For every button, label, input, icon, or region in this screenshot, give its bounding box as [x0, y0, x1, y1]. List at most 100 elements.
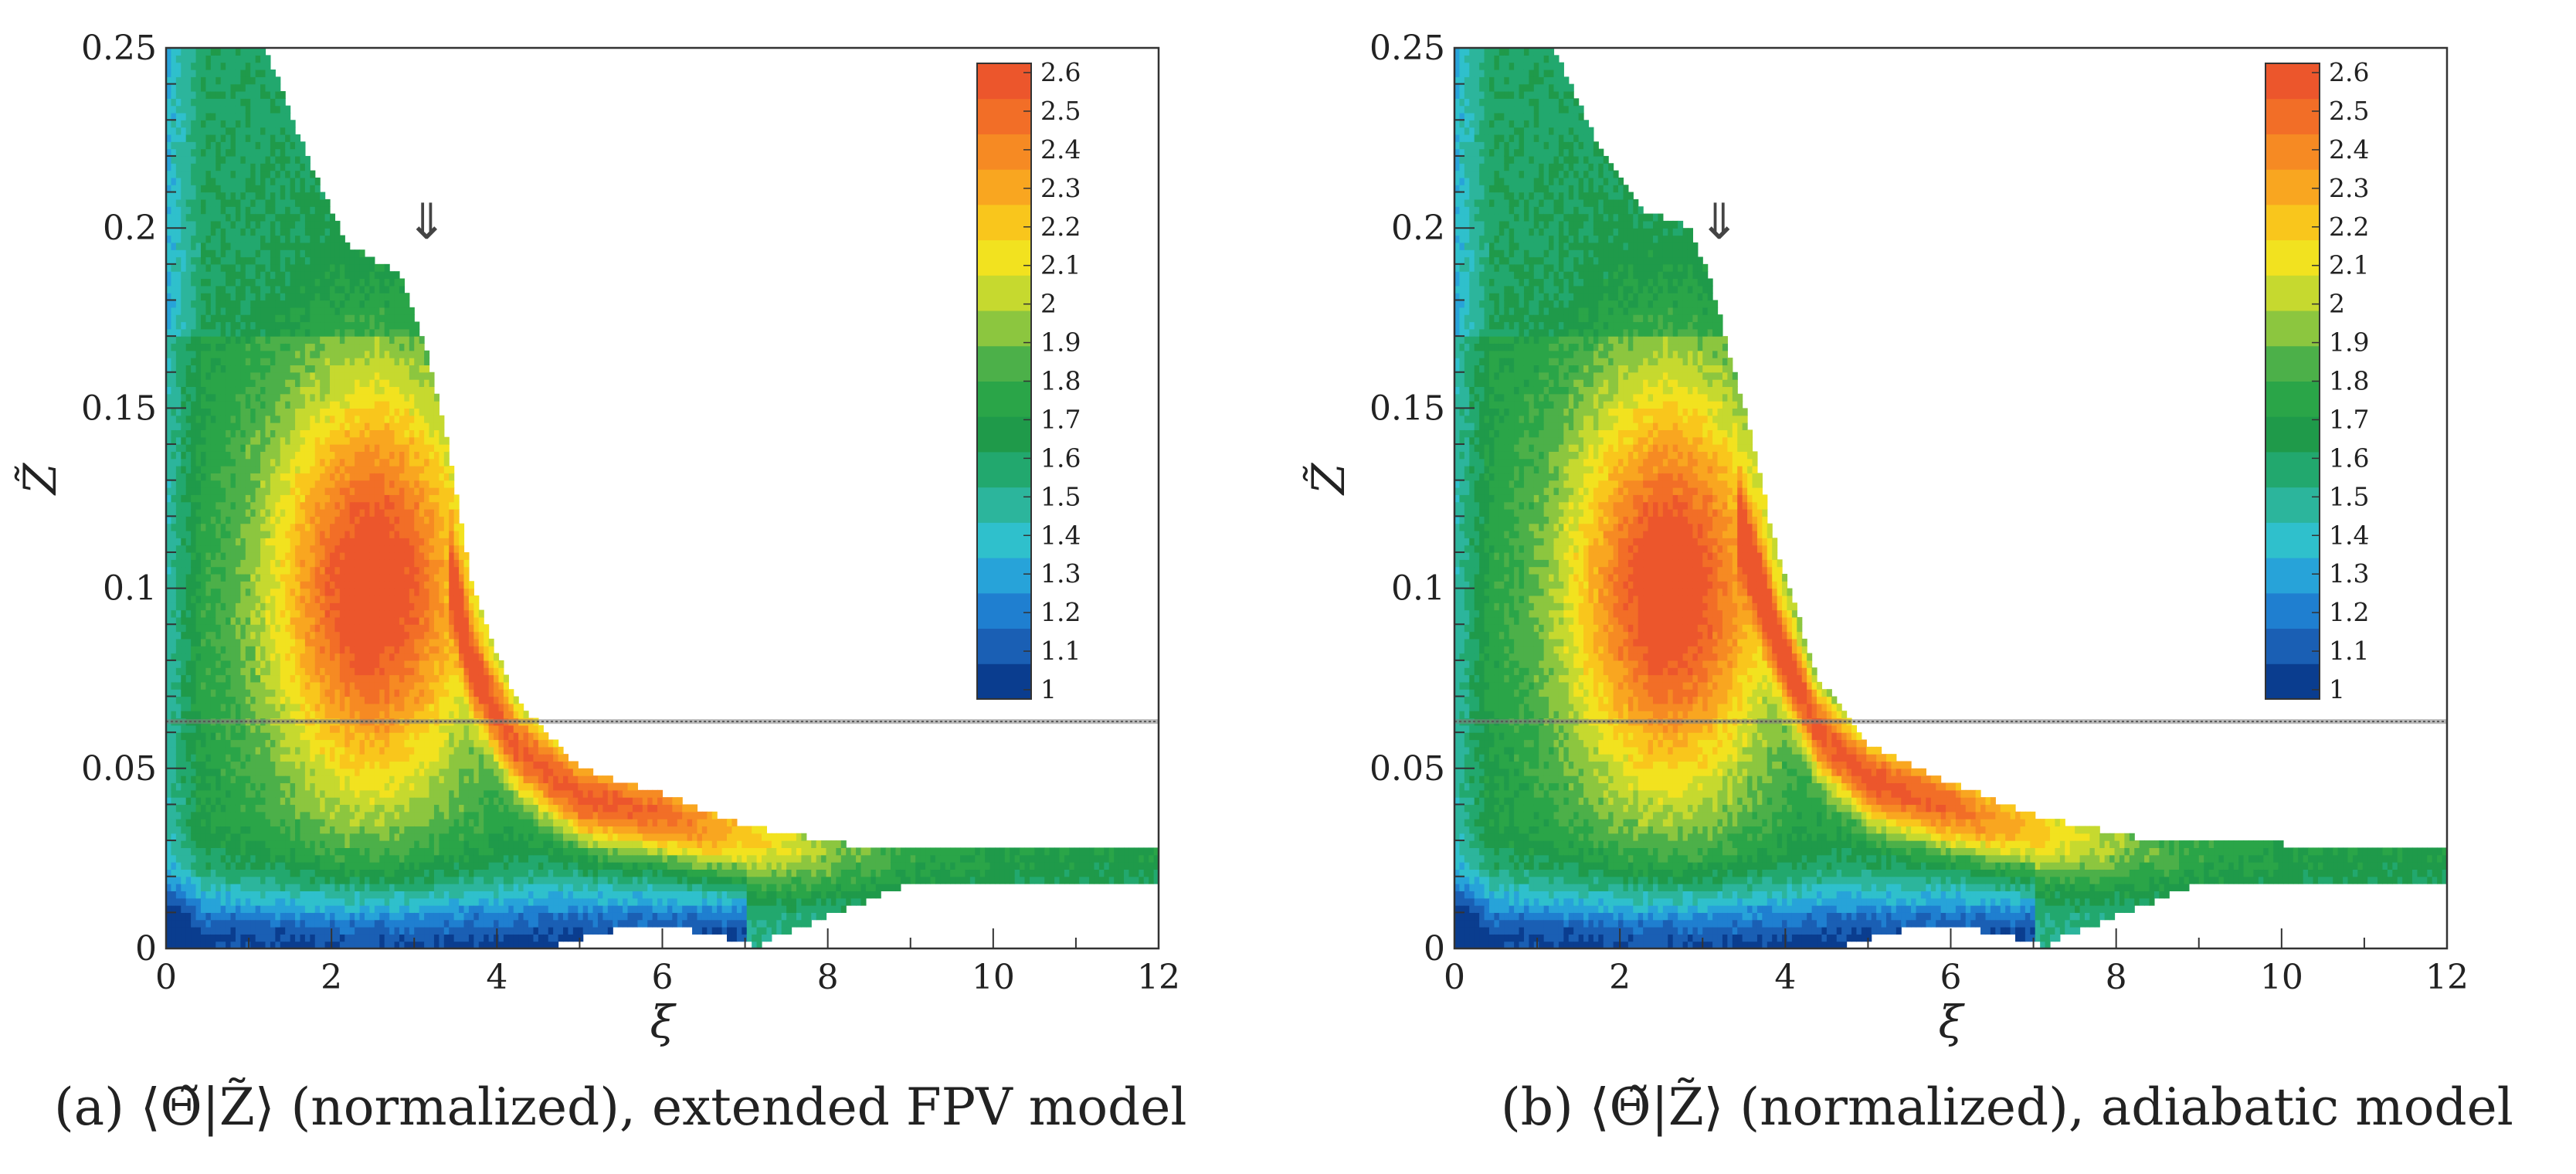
heatmap-cell	[226, 293, 232, 301]
heatmap-cell	[359, 559, 365, 568]
heatmap-cell	[260, 674, 266, 683]
heatmap-cell	[245, 141, 251, 150]
heatmap-cell	[240, 624, 246, 633]
heatmap-cell	[365, 681, 371, 690]
heatmap-cell	[166, 897, 172, 906]
heatmap-cell	[220, 228, 226, 236]
heatmap-cell	[216, 804, 222, 813]
heatmap-cell	[171, 854, 177, 863]
heatmap-cell	[181, 436, 187, 445]
heatmap-cell	[355, 754, 361, 762]
heatmap-cell	[280, 854, 286, 863]
heatmap-cell	[195, 869, 202, 877]
heatmap-cell	[210, 249, 216, 258]
heatmap-cell	[330, 393, 336, 402]
heatmap-cell	[300, 768, 306, 776]
heatmap-cell	[314, 660, 321, 668]
heatmap-cell	[290, 343, 296, 351]
heatmap-cell	[200, 501, 206, 510]
heatmap-cell	[304, 358, 311, 366]
heatmap-cell	[245, 782, 251, 791]
heatmap-cell	[369, 408, 375, 416]
heatmap-cell	[320, 206, 326, 215]
heatmap-cell	[245, 746, 251, 755]
heatmap-cell	[334, 696, 341, 704]
heatmap-cell	[314, 724, 321, 733]
heatmap-cell	[205, 170, 212, 178]
heatmap-cell	[374, 653, 380, 661]
heatmap-cell	[280, 300, 286, 308]
heatmap-cell	[285, 386, 291, 395]
heatmap-cell	[300, 508, 306, 517]
heatmap-cell	[200, 228, 206, 236]
heatmap-cell	[260, 667, 266, 676]
heatmap-cell	[205, 451, 212, 460]
heatmap-cell	[285, 350, 291, 358]
heatmap-cell	[290, 458, 296, 467]
heatmap-cell	[185, 350, 192, 358]
heatmap-cell	[280, 566, 286, 575]
heatmap-cell	[285, 884, 291, 891]
heatmap-cell	[175, 616, 182, 625]
heatmap-cell	[339, 782, 345, 791]
heatmap-cell	[210, 761, 216, 769]
heatmap-cell	[304, 588, 311, 596]
heatmap-cell	[310, 696, 316, 704]
heatmap-cell	[181, 739, 187, 748]
heatmap-cell	[295, 314, 301, 323]
heatmap-cell	[205, 833, 212, 841]
heatmap-cell	[235, 674, 241, 683]
heatmap-cell	[240, 415, 246, 423]
heatmap-cell	[260, 934, 266, 942]
heatmap-cell	[265, 249, 271, 258]
heatmap-cell	[265, 365, 271, 373]
heatmap-cell	[324, 300, 331, 308]
heatmap-cell	[255, 365, 261, 373]
heatmap-cell	[260, 501, 266, 510]
heatmap-cell	[339, 624, 345, 633]
heatmap-cell	[226, 401, 232, 409]
heatmap-cell	[226, 365, 232, 373]
heatmap-cell	[216, 401, 222, 409]
heatmap-cell	[220, 746, 226, 755]
heatmap-cell	[210, 616, 216, 625]
heatmap-cell	[324, 379, 331, 388]
heatmap-cell	[270, 358, 276, 366]
heatmap-cell	[205, 300, 212, 308]
heatmap-cell	[285, 638, 291, 646]
heatmap-cell	[220, 170, 226, 178]
heatmap-cell	[334, 782, 341, 791]
heatmap-cell	[275, 98, 281, 107]
heatmap-cell	[280, 724, 286, 733]
heatmap-cell	[200, 386, 206, 395]
heatmap-cell	[314, 559, 321, 568]
heatmap-cell	[245, 876, 251, 884]
heatmap-cell	[250, 927, 256, 935]
heatmap-cell	[280, 198, 286, 207]
heatmap-cell	[185, 55, 192, 63]
heatmap-cell	[355, 256, 361, 265]
heatmap-cell	[324, 588, 331, 596]
heatmap-cell	[240, 206, 246, 215]
heatmap-cell	[355, 451, 361, 460]
heatmap-cell	[191, 884, 197, 891]
heatmap-cell	[240, 897, 246, 906]
heatmap-cell	[330, 487, 336, 495]
heatmap-cell	[295, 365, 301, 373]
heatmap-cell	[250, 379, 256, 388]
heatmap-cell	[255, 163, 261, 171]
heatmap-cell	[285, 228, 291, 236]
heatmap-cell	[310, 797, 316, 806]
heatmap-cell	[230, 198, 236, 207]
heatmap-cell	[334, 833, 341, 841]
heatmap-cell	[250, 263, 256, 272]
heatmap-cell	[369, 328, 375, 337]
heatmap-cell	[205, 854, 212, 863]
heatmap-cell	[365, 703, 371, 711]
heatmap-cell	[185, 588, 192, 596]
heatmap-cell	[285, 840, 291, 849]
heatmap-cell	[334, 436, 341, 445]
heatmap-cell	[275, 307, 281, 315]
heatmap-cell	[365, 609, 371, 618]
heatmap-cell	[226, 616, 232, 625]
